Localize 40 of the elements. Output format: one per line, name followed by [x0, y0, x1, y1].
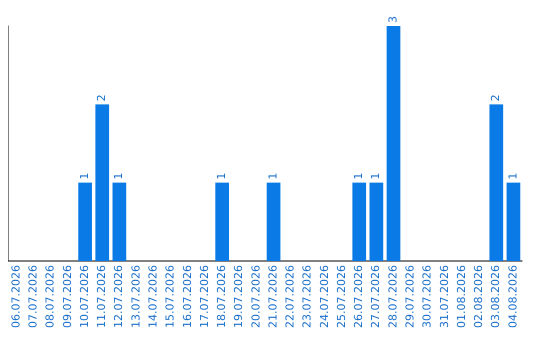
x-tick-label: 10.07.2026: [78, 265, 91, 328]
data-label: 1: [78, 172, 91, 180]
x-tick-label: 24.07.2026: [318, 265, 331, 328]
x-tick-label: 14.07.2026: [146, 265, 160, 328]
x-tick-label: 22.07.2026: [284, 265, 297, 328]
x-tick-label: 25.07.2026: [334, 265, 348, 328]
x-tick-label: 21.07.2026: [266, 265, 280, 328]
data-label: 1: [112, 172, 126, 180]
x-tick-label: 28.07.2026: [386, 265, 400, 328]
x-tick-label: 29.07.2026: [403, 265, 416, 328]
data-label: 1: [215, 172, 228, 180]
x-tick-label: 20.07.2026: [249, 265, 262, 328]
x-tick-label: 17.07.2026: [198, 265, 211, 328]
x-tick-label: 09.07.2026: [60, 265, 74, 328]
x-tick-label: 30.07.2026: [420, 265, 434, 328]
x-tick-label: 07.07.2026: [26, 265, 40, 328]
x-tick-label: 02.08.2026: [472, 265, 486, 328]
x-tick-label: 16.07.2026: [180, 265, 194, 328]
x-tick-label: 23.07.2026: [300, 265, 314, 328]
x-tick-label: 06.07.2026: [9, 265, 22, 328]
x-tick-label: 08.07.2026: [44, 265, 57, 328]
x-tick-label: 18.07.2026: [215, 265, 228, 328]
x-tick-label: 01.08.2026: [454, 265, 468, 328]
data-label: 2: [489, 94, 502, 102]
x-tick-label: 31.07.2026: [438, 265, 451, 328]
x-tick-label: 13.07.2026: [129, 265, 142, 328]
data-label: 1: [266, 172, 280, 180]
x-tick-label: 03.08.2026: [489, 265, 502, 328]
data-label: 2: [95, 94, 108, 102]
x-tick-label: 19.07.2026: [232, 265, 246, 328]
data-label: 1: [352, 172, 366, 180]
x-tick-label: 12.07.2026: [112, 265, 126, 328]
x-tick-label: 27.07.2026: [369, 265, 382, 328]
data-label: 1: [506, 172, 520, 180]
x-tick-label: 26.07.2026: [352, 265, 366, 328]
x-tick-label: 15.07.2026: [164, 265, 177, 328]
data-label: 1: [369, 172, 382, 180]
x-tick-label: 11.07.2026: [95, 265, 108, 328]
data-label: 3: [386, 16, 400, 23]
x-tick-label: 04.08.2026: [506, 265, 520, 328]
